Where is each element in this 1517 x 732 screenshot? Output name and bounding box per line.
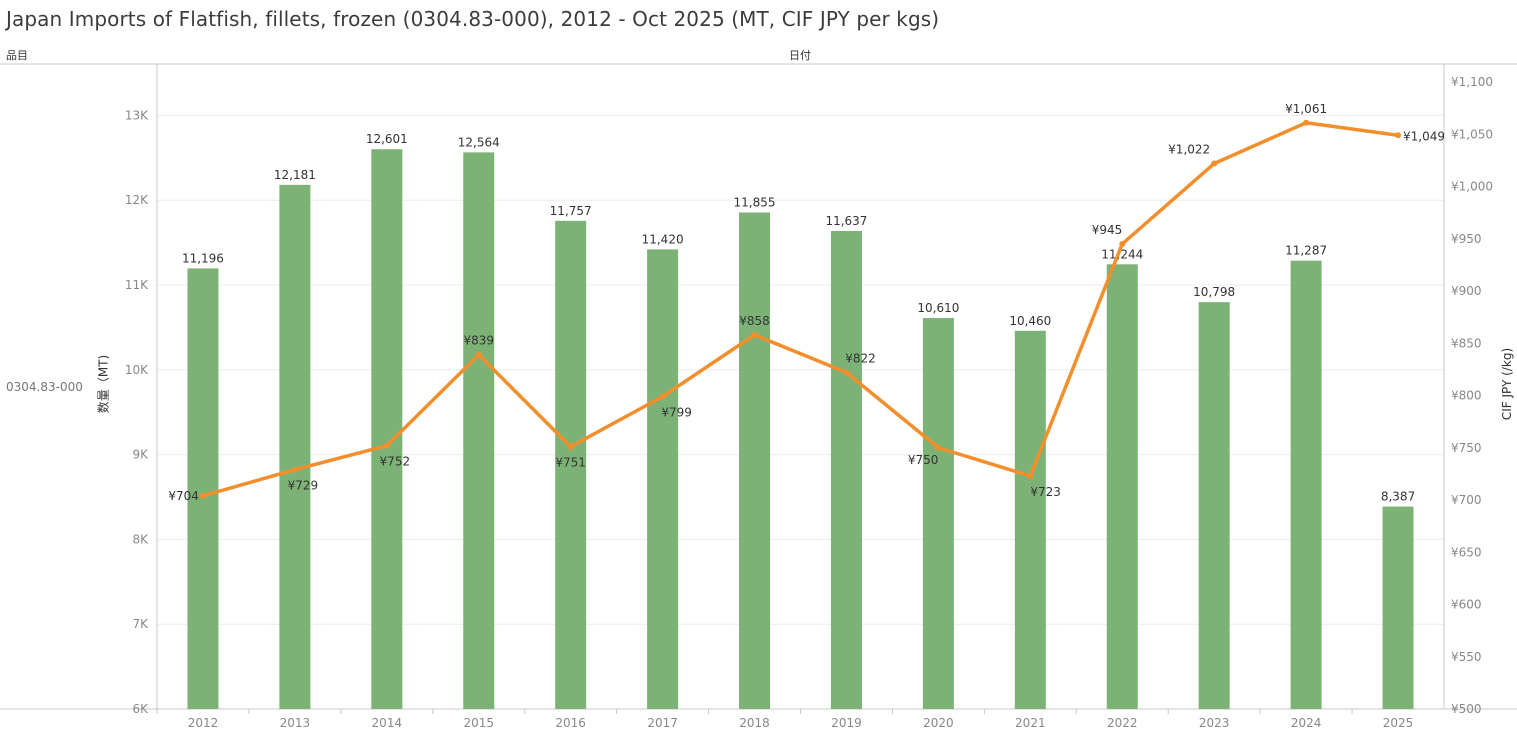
price-value-label: ¥945 <box>1092 223 1123 237</box>
bar-value-label: 8,387 <box>1381 490 1415 504</box>
y-right-tick-label: ¥750 <box>1451 441 1482 455</box>
y-right-tick-label: ¥900 <box>1451 284 1482 298</box>
x-tick-label: 2020 <box>923 716 954 730</box>
bar-value-label: 11,244 <box>1101 247 1143 261</box>
bar-value-label: 10,798 <box>1193 285 1235 299</box>
bar <box>647 249 679 709</box>
row-label: 0304.83-000 <box>6 380 83 394</box>
price-point <box>659 393 666 400</box>
bar-value-label: 11,637 <box>825 214 867 228</box>
price-point <box>199 492 206 499</box>
x-tick-label: 2019 <box>831 716 862 730</box>
y-right-tick-label: ¥500 <box>1451 702 1482 716</box>
price-value-label: ¥1,049 <box>1403 129 1445 143</box>
bar-value-label: 11,287 <box>1285 244 1327 258</box>
y-right-tick-label: ¥1,000 <box>1451 180 1493 194</box>
price-value-label: ¥799 <box>661 406 692 420</box>
bar <box>371 149 403 709</box>
price-point <box>1027 472 1034 479</box>
bar <box>1106 264 1138 709</box>
x-tick-label: 2016 <box>555 716 586 730</box>
bar-value-label: 12,181 <box>274 168 316 182</box>
x-tick-label: 2025 <box>1383 716 1414 730</box>
y-right-tick-label: ¥1,050 <box>1451 127 1493 141</box>
x-tick-label: 2013 <box>280 716 311 730</box>
y-left-tick-label: 12K <box>125 193 149 207</box>
y-left-tick-label: 6K <box>132 702 149 716</box>
y-right-tick-label: ¥650 <box>1451 545 1482 559</box>
price-point <box>843 369 850 376</box>
y-right-tick-label: ¥850 <box>1451 336 1482 350</box>
x-tick-label: 2014 <box>372 716 403 730</box>
column-field-header: 日付 <box>789 49 811 62</box>
x-tick-label: 2017 <box>647 716 678 730</box>
y-right-tick-label: ¥700 <box>1451 493 1482 507</box>
bar <box>1198 302 1230 709</box>
price-point <box>291 466 298 473</box>
y-left-tick-label: 9K <box>132 448 149 462</box>
y-left-tick-label: 10K <box>125 363 149 377</box>
x-tick-label: 2022 <box>1107 716 1138 730</box>
price-value-label: ¥750 <box>908 453 939 467</box>
bar-value-label: 11,757 <box>550 204 592 218</box>
price-value-label: ¥752 <box>380 455 411 469</box>
bar <box>1290 260 1322 709</box>
x-tick-label: 2024 <box>1291 716 1322 730</box>
price-point <box>1395 132 1402 139</box>
price-value-label: ¥729 <box>288 479 319 493</box>
bar <box>1382 506 1414 709</box>
bar-value-label: 12,601 <box>366 132 408 146</box>
x-tick-label: 2023 <box>1199 716 1230 730</box>
price-value-label: ¥839 <box>463 334 494 348</box>
bar <box>1014 330 1046 709</box>
price-value-label: ¥704 <box>168 489 199 503</box>
x-tick-label: 2012 <box>188 716 219 730</box>
y-left-tick-label: 13K <box>125 108 149 122</box>
price-point <box>567 443 574 450</box>
bar <box>555 220 587 709</box>
price-point <box>1119 240 1126 247</box>
bar <box>739 212 771 709</box>
price-value-label: ¥1,022 <box>1168 143 1210 157</box>
y-right-tick-label: ¥800 <box>1451 389 1482 403</box>
price-point <box>383 442 390 449</box>
bar-value-label: 10,610 <box>917 301 959 315</box>
x-tick-label: 2018 <box>739 716 770 730</box>
price-point <box>475 351 482 358</box>
row-field-header: 品目 <box>6 49 28 62</box>
y-left-tick-label: 11K <box>125 278 149 292</box>
y-right-tick-label: ¥550 <box>1451 650 1482 664</box>
x-tick-label: 2021 <box>1015 716 1046 730</box>
price-point <box>1303 119 1310 126</box>
price-value-label: ¥751 <box>555 456 586 470</box>
price-line <box>201 121 1400 498</box>
bar-value-label: 11,420 <box>642 232 684 246</box>
x-tick-label: 2015 <box>463 716 494 730</box>
bar <box>187 268 219 709</box>
chart-title: Japan Imports of Flatfish, fillets, froz… <box>6 7 940 31</box>
bar-value-label: 10,460 <box>1009 314 1051 328</box>
y-right-tick-label: ¥1,100 <box>1451 75 1493 89</box>
bar <box>830 230 862 709</box>
y-right-tick-label: ¥950 <box>1451 232 1482 246</box>
price-value-label: ¥858 <box>739 314 770 328</box>
price-value-label: ¥723 <box>1030 485 1061 499</box>
price-value-label: ¥822 <box>845 352 876 366</box>
bar <box>922 318 954 709</box>
bar-value-label: 11,855 <box>734 195 776 209</box>
y-left-tick-label: 8K <box>132 532 149 546</box>
price-point <box>935 444 942 451</box>
bar-value-label: 12,564 <box>458 135 500 149</box>
y-left-tick-label: 7K <box>132 617 149 631</box>
y-right-tick-label: ¥600 <box>1451 598 1482 612</box>
bar-value-label: 11,196 <box>182 251 224 265</box>
price-point <box>751 331 758 338</box>
bar <box>463 152 495 709</box>
price-point <box>1211 160 1218 167</box>
price-value-label: ¥1,061 <box>1285 102 1327 116</box>
bar <box>279 184 311 709</box>
